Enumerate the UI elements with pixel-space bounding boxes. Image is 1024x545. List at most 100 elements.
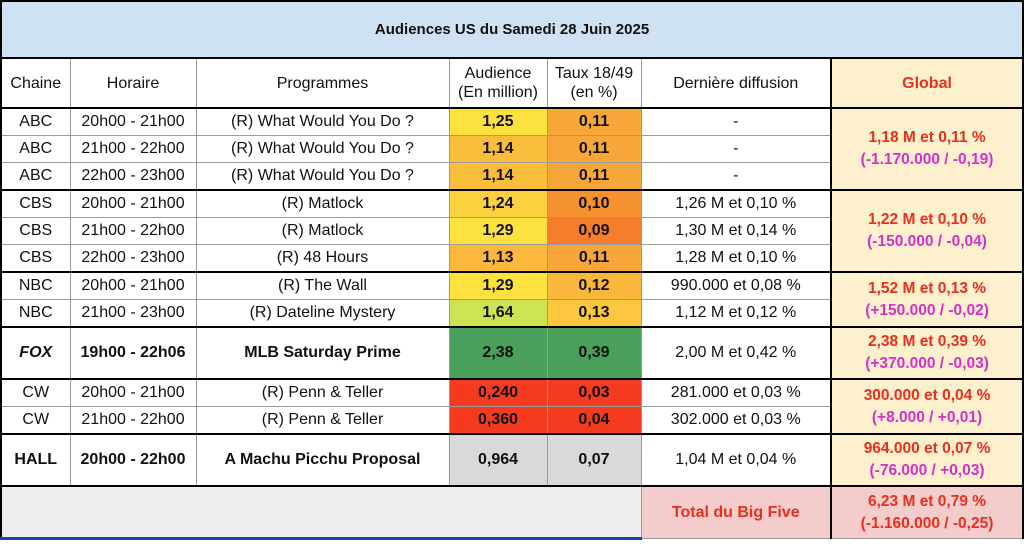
- global-cbs-line2: (-150.000 / -0,04): [867, 233, 987, 250]
- total-value-cell: 6,23 M et 0,79 % (-1.160.000 / -0,25): [829, 485, 1024, 539]
- rate-cell: 0,09: [546, 217, 642, 245]
- last-cell: -: [640, 162, 832, 191]
- table-row: NBC 20h00 - 21h00 (R) The Wall 1,29 0,12…: [0, 271, 1024, 328]
- program-cell: (R) Matlock: [195, 217, 450, 245]
- global-cell-nbc: 1,52 M et 0,13 % (+150.000 / -0,02): [829, 271, 1024, 328]
- global-cell-cbs: 1,22 M et 0,10 % (-150.000 / -0,04): [829, 189, 1024, 273]
- channel-cell: NBC: [0, 299, 71, 328]
- program-cell: (R) 48 Hours: [195, 244, 450, 273]
- audience-cell: 1,13: [448, 244, 548, 273]
- program-cell: (R) Penn & Teller: [195, 406, 450, 435]
- header-rate: Taux 18/49 (en %): [546, 57, 642, 109]
- table-row: CBS 20h00 - 21h00 (R) Matlock 1,24 0,10 …: [0, 189, 1024, 273]
- audience-cell: 1,25: [448, 107, 548, 136]
- header-audience-line2: (En million): [457, 84, 538, 101]
- total-label: Total du Big Five: [640, 485, 832, 539]
- table-row: CW 20h00 - 21h00 (R) Penn & Teller 0,240…: [0, 378, 1024, 435]
- time-cell: 21h00 - 22h00: [69, 135, 197, 163]
- last-cell: 281.000 et 0,03 %: [640, 378, 832, 407]
- rate-cell: 0,03: [546, 378, 642, 407]
- header-program: Programmes: [195, 57, 450, 109]
- table-row: ABC 21h00 - 22h00 (R) What Would You Do …: [0, 135, 1023, 163]
- channel-cell: ABC: [0, 107, 71, 136]
- global-cell-cw: 300.000 et 0,04 % (+8.000 / +0,01): [829, 378, 1024, 435]
- program-cell: (R) What Would You Do ?: [195, 135, 450, 163]
- last-cell: 1,26 M et 0,10 %: [640, 189, 832, 218]
- audience-cell: 1,24: [448, 189, 548, 218]
- program-cell: A Machu Picchu Proposal: [195, 433, 450, 487]
- global-abc-line1: 1,18 M et 0,11 %: [868, 129, 986, 146]
- total-row: Total du Big Five 6,23 M et 0,79 % (-1.16…: [0, 485, 1024, 540]
- global-nbc-line1: 1,52 M et 0,13 %: [868, 279, 987, 297]
- header-row: Chaine Horaire Programmes Audience (En mi…: [0, 57, 1024, 109]
- header-audience-line1: Audience: [464, 65, 532, 82]
- last-cell: 1,28 M et 0,10 %: [640, 244, 832, 273]
- table-row: CW 21h00 - 22h00 (R) Penn & Teller 0,360…: [0, 406, 1023, 435]
- time-cell: 19h00 - 22h06: [69, 326, 197, 380]
- total-blank-cell: [0, 485, 642, 540]
- rate-cell: 0,07: [546, 433, 642, 487]
- audience-cell: 1,14: [448, 162, 548, 191]
- header-global: Global: [829, 57, 1024, 109]
- program-cell: (R) Matlock: [195, 189, 450, 218]
- audience-cell: 0,240: [448, 378, 548, 407]
- table-row: CBS 21h00 - 22h00 (R) Matlock 1,29 0,09 …: [0, 217, 1023, 245]
- table-row: ABC 22h00 - 23h00 (R) What Would You Do …: [0, 162, 1023, 191]
- last-cell: 1,12 M et 0,12 %: [640, 299, 832, 328]
- channel-cell: FOX: [0, 326, 71, 380]
- audience-cell: 1,14: [448, 135, 548, 163]
- program-cell: MLB Saturday Prime: [195, 326, 450, 380]
- global-cell-hall: 964.000 et 0,07 % (-76.000 / +0,03): [829, 433, 1024, 487]
- last-cell: 302.000 et 0,03 %: [640, 406, 832, 435]
- global-cw-line2: (+8.000 / +0,01): [871, 408, 983, 426]
- time-cell: 20h00 - 21h00: [69, 271, 197, 300]
- program-cell: (R) What Would You Do ?: [195, 162, 450, 191]
- table-row: CBS 22h00 - 23h00 (R) 48 Hours 1,13 0,11…: [0, 244, 1023, 273]
- rate-cell: 0,13: [546, 299, 642, 328]
- global-nbc-line2: (+150.000 / -0,02): [865, 301, 989, 319]
- rate-cell: 0,12: [546, 271, 642, 300]
- header-last: Dernière diffusion: [640, 57, 832, 109]
- audience-cell: 1,64: [448, 299, 548, 328]
- audience-cell: 1,29: [448, 271, 548, 300]
- time-cell: 21h00 - 23h00: [69, 299, 197, 328]
- last-cell: -: [640, 107, 832, 136]
- global-cell-abc: 1,18 M et 0,11 % (-1.170.000 / -0,19): [829, 107, 1024, 191]
- header-time: Horaire: [69, 57, 197, 109]
- header-rate-line1: Taux 18/49: [554, 65, 634, 82]
- audience-cell: 0,360: [448, 406, 548, 435]
- channel-cell: ABC: [0, 135, 71, 163]
- rate-cell: 0,11: [546, 244, 642, 273]
- rate-cell: 0,11: [546, 162, 642, 191]
- time-cell: 20h00 - 22h00: [69, 433, 197, 487]
- global-hall-line1: 964.000 et 0,07 %: [863, 440, 991, 457]
- channel-cell: NBC: [0, 271, 71, 300]
- last-cell: -: [640, 135, 832, 163]
- total-line2: (-1.160.000 / -0,25): [860, 514, 994, 532]
- table-row: FOX 19h00 - 22h06 MLB Saturday Prime 2,3…: [0, 326, 1024, 380]
- global-cbs-line1: 1,22 M et 0,10 %: [868, 211, 987, 228]
- channel-cell: CBS: [0, 189, 71, 218]
- time-cell: 20h00 - 21h00: [69, 378, 197, 407]
- audience-cell: 0,964: [448, 433, 548, 487]
- table-row: NBC 21h00 - 23h00 (R) Dateline Mystery 1…: [0, 299, 1023, 328]
- table-row: HALL 20h00 - 22h00 A Machu Picchu Propos…: [0, 433, 1024, 487]
- program-cell: (R) The Wall: [195, 271, 450, 300]
- table-row: ABC 20h00 - 21h00 (R) What Would You Do …: [0, 107, 1024, 191]
- program-cell: (R) Dateline Mystery: [195, 299, 450, 328]
- header-channel: Chaine: [0, 57, 71, 109]
- last-cell: 2,00 M et 0,42 %: [640, 326, 832, 380]
- global-fox-line1: 2,38 M et 0,39 %: [868, 333, 987, 350]
- time-cell: 22h00 - 23h00: [69, 244, 197, 273]
- audience-cell: 1,29: [448, 217, 548, 245]
- page-title: Audiences US du Samedi 28 Juin 2025: [0, 0, 1024, 59]
- rate-cell: 0,39: [546, 326, 642, 380]
- audience-cell: 2,38: [448, 326, 548, 380]
- channel-cell: CBS: [0, 244, 71, 273]
- global-cw-line1: 300.000 et 0,04 %: [863, 386, 991, 404]
- global-cell-fox: 2,38 M et 0,39 % (+370.000 / -0,03): [829, 326, 1024, 380]
- global-hall-line2: (-76.000 / +0,03): [869, 462, 985, 479]
- global-abc-line2: (-1.170.000 / -0,19): [860, 151, 994, 168]
